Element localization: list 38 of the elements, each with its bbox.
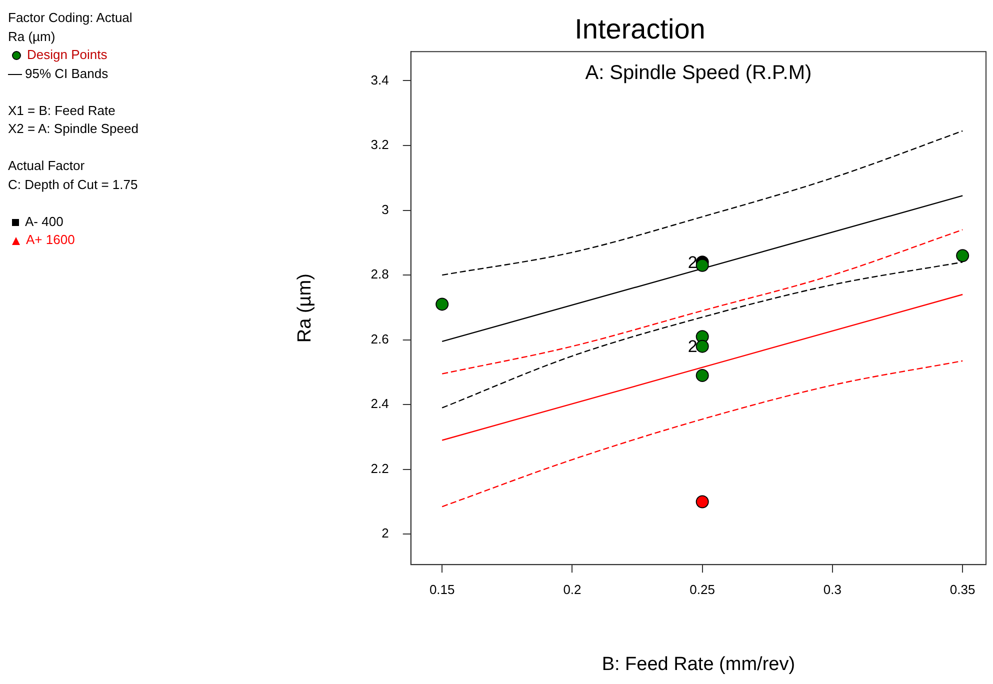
y-axis-title: Ra (µm) — [294, 274, 316, 343]
legend-label: A+ 1600 — [25, 231, 76, 249]
point — [696, 368, 709, 382]
line-series — [442, 130, 964, 276]
x-tick-label: 0.35 — [950, 582, 976, 597]
text: C: Depth of Cut = 1.75 — [8, 176, 138, 194]
point — [696, 258, 709, 272]
text: X1 = B: Feed Rate — [8, 102, 116, 120]
line-series — [442, 360, 964, 508]
annotation: 2 — [688, 337, 698, 356]
text: Factor Coding: Actual — [8, 9, 134, 27]
x-axis-title: B: Feed Rate (mm/rev) — [602, 654, 796, 675]
x-tick-label: 0.2 — [563, 582, 582, 597]
y-tick-label: 2.8 — [370, 266, 389, 282]
text: 95% CI Bands — [24, 64, 110, 82]
text: A: Spindle Speed (R.P.M) — [585, 62, 812, 84]
point — [956, 249, 970, 262]
annotation: 2 — [688, 252, 698, 272]
point — [696, 495, 709, 508]
text: Ra (µm) — [8, 28, 56, 46]
y-tick-label: 3 — [382, 202, 389, 217]
y-tick-label: 2 — [382, 526, 389, 541]
text: Actual Factor — [8, 157, 86, 175]
legend-label: Design Points — [26, 46, 108, 64]
text: X2 = A: Spindle Speed — [8, 120, 138, 138]
point — [696, 340, 709, 353]
legend-label: A- 400 — [24, 212, 64, 230]
x-tick-label: 0.25 — [690, 582, 715, 597]
point — [436, 298, 449, 311]
y-tick-label: 2.2 — [370, 460, 389, 476]
line-series — [442, 229, 964, 374]
chart-title: Interaction — [574, 14, 706, 45]
x-tick-label: 0.3 — [823, 582, 842, 597]
y-tick-label: 3.2 — [370, 137, 389, 152]
y-tick-label: 2.4 — [370, 396, 389, 412]
y-tick-label: 2.6 — [370, 331, 389, 346]
y-tick-label: 3.4 — [370, 72, 389, 88]
x-tick-label: 0.15 — [429, 582, 455, 597]
